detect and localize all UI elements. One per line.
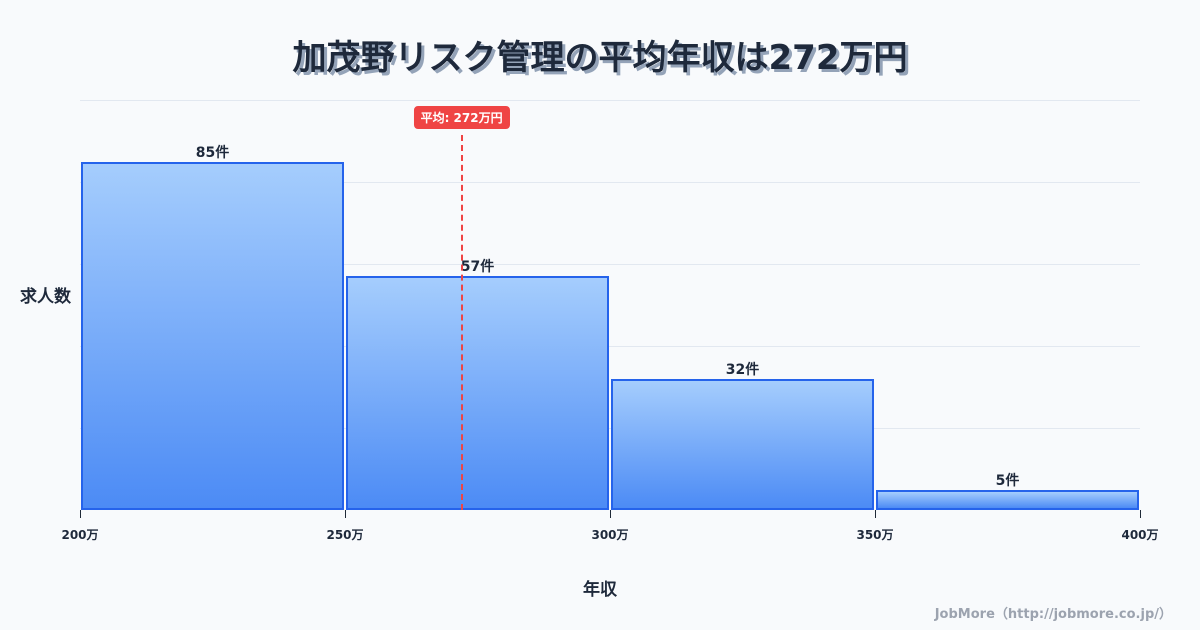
gridline <box>80 346 1140 347</box>
mean-line <box>460 135 463 510</box>
gridline <box>80 264 1140 265</box>
bar-value-label: 57件 <box>460 259 495 276</box>
x-tick-label: 250万 <box>326 528 364 542</box>
x-tick-label: 200万 <box>61 528 99 542</box>
gridline <box>80 100 1140 101</box>
x-tick <box>345 510 346 518</box>
y-axis-label: 求人数 <box>20 287 71 307</box>
mean-badge: 平均: 272万円 <box>413 106 510 129</box>
gridline <box>80 182 1140 183</box>
histogram-bar <box>876 489 1139 510</box>
x-tick-label: 300万 <box>591 528 629 542</box>
histogram-bar <box>81 161 344 510</box>
histogram-bar <box>611 378 874 510</box>
x-tick <box>610 510 611 518</box>
bar-value-label: 32件 <box>725 361 760 378</box>
x-tick-label: 400万 <box>1121 528 1159 542</box>
x-tick <box>1140 510 1141 518</box>
gridline <box>80 428 1140 429</box>
x-axis-label: 年収 <box>583 580 617 600</box>
x-tick <box>875 510 876 518</box>
x-tick-label: 350万 <box>856 528 894 542</box>
plot-area: 85件 57件 32件 5件 平均: 272万円 <box>80 100 1140 510</box>
histogram-bar <box>346 276 609 510</box>
bar-value-label: 85件 <box>195 144 230 161</box>
bar-value-label: 5件 <box>995 472 1020 489</box>
credit-text: JobMore（http://jobmore.co.jp/） <box>934 607 1172 622</box>
chart-title: 加茂野リスク管理の平均年収は272万円 <box>292 38 908 78</box>
x-tick <box>80 510 81 518</box>
